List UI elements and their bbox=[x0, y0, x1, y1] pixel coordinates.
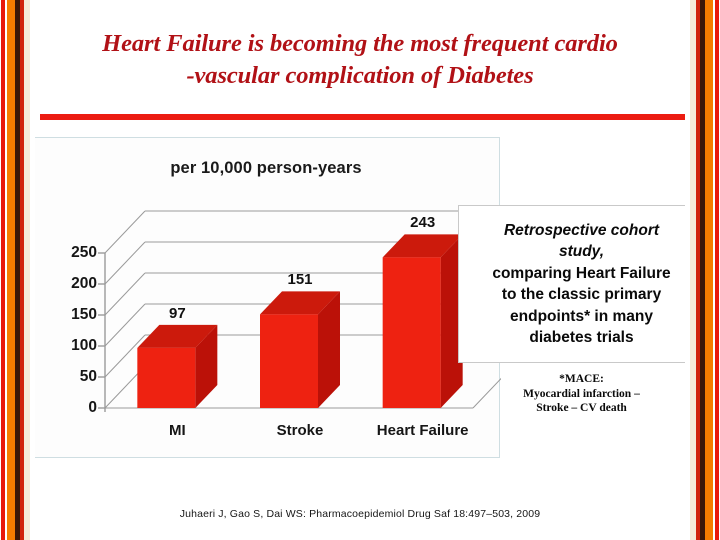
callout-line: Retrospective cohort bbox=[503, 221, 660, 239]
bar-value-label: 97 bbox=[168, 304, 186, 322]
callout-line: study, bbox=[558, 243, 605, 260]
x-axis-tick-label: MI bbox=[168, 422, 186, 439]
slide-title-line-2: -vascular complication of Diabetes bbox=[186, 62, 534, 89]
mace-footnote: *MACE: Myocardial infarction – Stroke – … bbox=[458, 372, 705, 416]
y-axis-tick-label: 250 bbox=[71, 244, 97, 261]
border-stripe-white-inner bbox=[5, 0, 7, 540]
mace-footnote-line: Myocardial infarction – bbox=[523, 387, 640, 400]
slide-title-line-1: Heart Failure is becoming the most frequ… bbox=[102, 30, 618, 57]
callout-line: to the classic primary bbox=[501, 286, 662, 303]
border-stripe-red-inner bbox=[20, 0, 24, 540]
slide-content: Heart Failure is becoming the most frequ… bbox=[32, 0, 705, 540]
callout-line: diabetes trials bbox=[529, 329, 634, 346]
chart-plot-area: 0 50 100 150 200 250 MI Stroke Heart Failure 97… bbox=[33, 193, 501, 459]
chart-title: per 10,000 person-years bbox=[170, 159, 362, 177]
border-stripe-cream bbox=[690, 0, 696, 540]
chart-3d-graphic bbox=[98, 210, 501, 412]
border-stripe-cream bbox=[24, 0, 30, 540]
border-stripe-orange bbox=[7, 0, 15, 540]
x-axis-tick-label: Heart Failure bbox=[376, 422, 469, 439]
border-stripe-white-edge bbox=[30, 0, 35, 540]
callout-box: Retrospective cohort study, comparing He… bbox=[458, 205, 705, 363]
border-stripe-orange bbox=[705, 0, 713, 540]
chart-container: per 10,000 person-years 0 50 100 150 200 250 … bbox=[32, 137, 501, 459]
citation-text: Juhaeri J, Gao S, Dai WS: Pharmacoepidem… bbox=[179, 508, 541, 520]
border-stripe-dark bbox=[15, 0, 20, 540]
y-axis-tick-label: 200 bbox=[71, 275, 97, 292]
callout-line: endpoints* in many bbox=[510, 307, 653, 325]
x-axis-tick-label: Stroke bbox=[276, 422, 324, 439]
border-stripe-white-inner bbox=[713, 0, 715, 540]
title-divider-rule bbox=[40, 114, 685, 120]
border-stripe-red-outer bbox=[1, 0, 5, 540]
bar-value-label: 151 bbox=[287, 271, 313, 289]
border-stripe-dark bbox=[700, 0, 705, 540]
callout-line: comparing Heart Failure bbox=[492, 264, 671, 282]
mace-footnote-line: *MACE: bbox=[559, 373, 604, 385]
bar-value-label: 243 bbox=[410, 214, 436, 232]
border-stripe-red-inner bbox=[696, 0, 700, 540]
y-axis-tick-label: 100 bbox=[71, 337, 97, 354]
border-stripe-white-edge bbox=[685, 0, 690, 540]
y-axis-tick-label: 50 bbox=[79, 368, 97, 385]
right-decorative-border bbox=[685, 0, 720, 540]
chart-y-axis-ticks: 0 50 100 150 200 250 bbox=[41, 193, 97, 459]
y-axis-tick-label: 150 bbox=[71, 306, 97, 323]
mace-footnote-line: Stroke – CV death bbox=[536, 402, 627, 414]
border-stripe-red-outer bbox=[715, 0, 719, 540]
slide-title: Heart Failure is becoming the most frequ… bbox=[35, 28, 685, 92]
left-decorative-border bbox=[0, 0, 35, 540]
border-stripe-white bbox=[0, 0, 1, 540]
y-axis-tick-label: 0 bbox=[88, 399, 97, 416]
